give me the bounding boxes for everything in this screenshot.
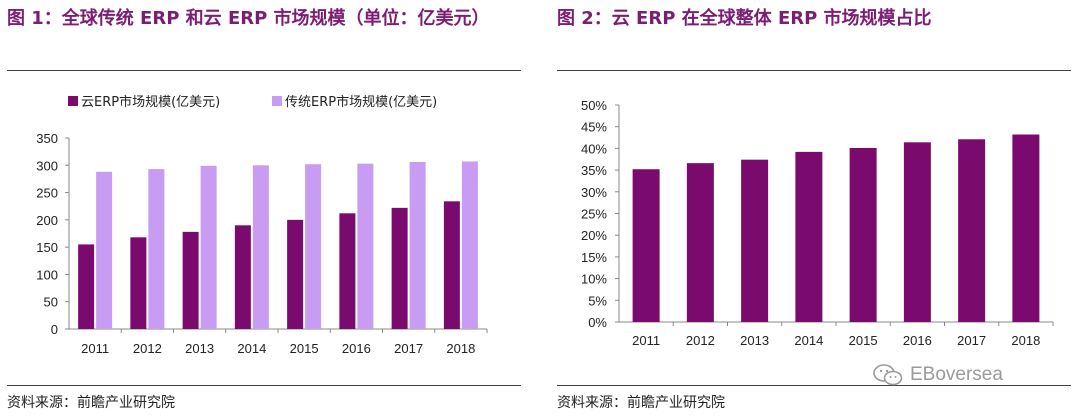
traditional-bar-2017	[409, 162, 426, 329]
figure2-title: 图 2：云 ERP 在全球整体 ERP 市场规模占比	[557, 8, 932, 29]
y-tick-label: 35%	[581, 163, 607, 178]
figure2-source-rule	[557, 385, 1071, 386]
cloud-bar-2018	[443, 201, 460, 329]
y-tick-label: 45%	[581, 120, 607, 135]
y-tick-label: 300	[36, 158, 58, 173]
share-bar-2012	[686, 163, 714, 322]
x-tick-label: 2017	[394, 341, 423, 356]
y-tick-label: 250	[36, 186, 58, 201]
cloud-bar-2011	[78, 244, 95, 329]
traditional-bar-2016	[357, 163, 374, 329]
y-tick-label: 5%	[588, 293, 607, 308]
legend-label-1: 云ERP市场规模(亿美元)	[81, 94, 220, 110]
cloud-bar-2017	[391, 207, 408, 329]
cloud-bar-2012	[130, 237, 147, 329]
x-tick-label: 2013	[185, 341, 214, 356]
x-tick-label: 2015	[849, 333, 878, 348]
x-tick-label: 2016	[342, 341, 371, 356]
figure1-title: 图 1：全球传统 ERP 和云 ERP 市场规模（单位：亿美元）	[7, 8, 490, 29]
traditional-bar-2018	[461, 161, 478, 329]
figure1-source: 资料来源：前瞻产业研究院	[7, 395, 175, 411]
cloud-bar-2016	[339, 213, 356, 329]
watermark-text: EBoversea	[910, 364, 1003, 385]
share-bar-2018	[1012, 134, 1040, 322]
share-bar-2013	[741, 159, 769, 322]
figure1-title-rule	[7, 70, 521, 71]
y-tick-label: 30%	[581, 185, 607, 200]
y-tick-label: 0	[51, 322, 58, 337]
y-tick-label: 350	[36, 131, 58, 146]
x-tick-label: 2015	[290, 341, 319, 356]
y-tick-label: 50%	[581, 98, 607, 113]
figure2-title-rule	[557, 70, 1071, 71]
y-tick-label: 200	[36, 213, 58, 228]
y-tick-label: 10%	[581, 272, 607, 287]
share-bar-2016	[903, 142, 931, 322]
x-tick-label: 2014	[237, 341, 266, 356]
legend-label-2: 传统ERP市场规模(亿美元)	[285, 94, 437, 110]
y-tick-label: 20%	[581, 228, 607, 243]
y-tick-label: 100	[36, 267, 58, 282]
y-tick-label: 15%	[581, 250, 607, 265]
cloud-bar-2014	[234, 225, 251, 329]
y-tick-label: 50	[44, 295, 58, 310]
watermark: EBoversea	[872, 363, 1003, 387]
y-tick-label: 150	[36, 240, 58, 255]
share-bar-2017	[958, 139, 986, 322]
traditional-bar-2015	[305, 164, 322, 329]
traditional-bar-2012	[148, 169, 165, 329]
x-tick-label: 2016	[903, 333, 932, 348]
figure2-source: 资料来源：前瞻产业研究院	[557, 395, 725, 411]
traditional-bar-2011	[96, 171, 113, 329]
traditional-bar-2013	[200, 165, 217, 329]
x-tick-label: 2018	[446, 341, 475, 356]
figure1-source-rule	[7, 385, 521, 386]
x-tick-label: 2012	[686, 333, 715, 348]
x-tick-label: 2012	[133, 341, 162, 356]
y-tick-label: 0%	[588, 315, 607, 330]
legend-swatch-1	[68, 96, 78, 106]
x-tick-label: 2018	[1011, 333, 1040, 348]
x-tick-label: 2017	[957, 333, 986, 348]
x-tick-label: 2014	[794, 333, 823, 348]
wechat-icon	[873, 364, 903, 386]
share-bar-2011	[632, 169, 660, 322]
y-tick-label: 40%	[581, 141, 607, 156]
x-tick-label: 2011	[632, 333, 660, 348]
x-tick-label: 2013	[740, 333, 769, 348]
traditional-bar-2014	[252, 165, 269, 329]
share-bar-2015	[849, 147, 877, 322]
cloud-bar-2013	[182, 231, 199, 329]
cloud-bar-2015	[287, 219, 304, 329]
legend-swatch-2	[272, 96, 282, 106]
share-bar-2014	[795, 151, 823, 322]
chart1: 云ERP市场规模(亿美元) 传统ERP市场规模(亿美元) 0 50 100 150 200 2…	[36, 94, 488, 356]
y-tick-label: 25%	[581, 207, 607, 222]
x-tick-label: 2011	[81, 341, 109, 356]
